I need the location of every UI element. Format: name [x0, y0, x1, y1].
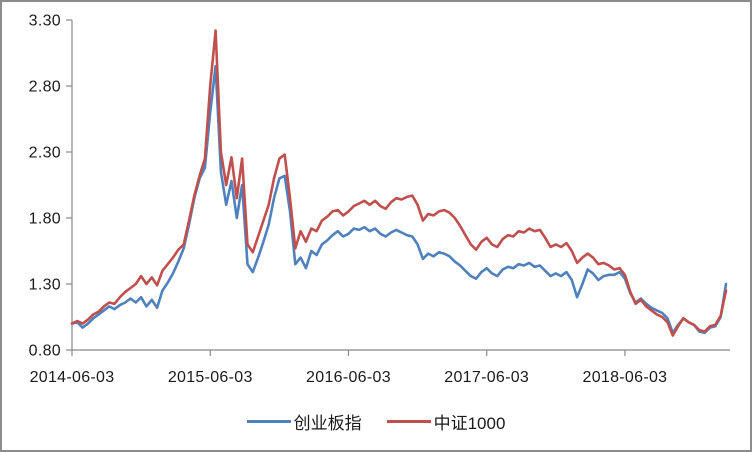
legend-label-chinext: 创业板指	[293, 414, 362, 433]
y-tick-label: 3.30	[29, 13, 61, 30]
legend-line-swatch-blue	[246, 420, 291, 423]
legend-item-csi1000: 中证1000	[386, 409, 506, 434]
x-tick-label: 2015-06-03	[168, 369, 253, 386]
legend-item-chinext: 创业板指	[246, 409, 362, 434]
series-line-csi1000	[70, 29, 728, 337]
y-tick-label: 0.80	[29, 343, 61, 360]
series-line-chinext	[70, 64, 728, 335]
y-tick-label: 2.30	[29, 145, 61, 162]
x-tick-label: 2014-06-03	[30, 369, 115, 386]
y-tick-label: 1.30	[29, 277, 61, 294]
legend-label-csi1000: 中证1000	[433, 414, 506, 433]
x-tick-label: 2016-06-03	[306, 369, 391, 386]
x-tick-label: 2018-06-03	[583, 369, 668, 386]
y-tick-label: 2.80	[29, 79, 61, 96]
legend-line-swatch-red	[386, 420, 431, 423]
x-tick-label: 2017-06-03	[444, 369, 529, 386]
y-tick-label: 1.80	[29, 211, 61, 228]
chart-legend: 创业板指 中证1000	[2, 409, 750, 434]
